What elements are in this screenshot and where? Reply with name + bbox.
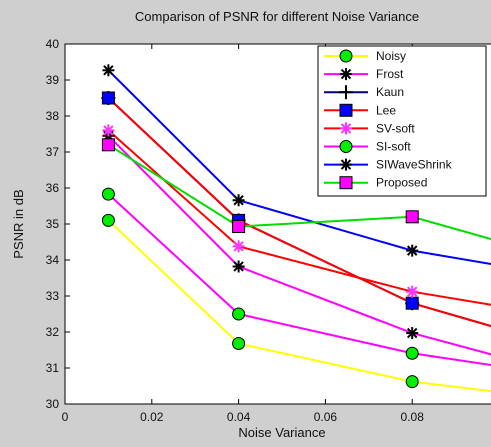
data-point — [340, 177, 352, 189]
legend: Noisy Frost Kaun Lee SV-soft SI-soft SIWaveShr… — [318, 46, 486, 196]
data-point — [102, 139, 114, 151]
data-point — [233, 194, 245, 206]
y-tick-label: 37 — [46, 145, 60, 159]
data-point — [340, 68, 352, 80]
data-point — [233, 221, 245, 233]
x-tick-label: 0.06 — [314, 410, 338, 424]
circle-marker — [340, 141, 352, 153]
y-tick-label: 33 — [46, 289, 60, 303]
square-marker — [406, 297, 418, 309]
chart-title: Comparison of PSNR for different Noise V… — [135, 9, 419, 24]
y-tick-label: 35 — [46, 217, 60, 231]
legend-label: Noisy — [376, 49, 406, 63]
data-point — [406, 376, 418, 388]
data-point — [102, 92, 114, 104]
x-axis-label: Noise Variance — [238, 425, 325, 440]
data-point — [406, 297, 418, 309]
data-point — [340, 104, 352, 116]
y-tick-label: 30 — [46, 397, 60, 411]
data-point — [340, 122, 352, 134]
y-tick-label: 36 — [46, 181, 60, 195]
legend-label: SIWaveShrink — [376, 158, 453, 172]
data-point — [340, 141, 352, 153]
x-tick-label: 0 — [62, 410, 69, 424]
data-point — [406, 347, 418, 359]
data-point — [102, 64, 114, 76]
x-tick-label: 0.02 — [140, 410, 164, 424]
data-point — [102, 214, 114, 226]
square-marker — [340, 104, 352, 116]
data-point — [406, 327, 418, 339]
data-point — [233, 240, 245, 252]
square-marker — [102, 92, 114, 104]
y-axis-label: PSNR in dB — [11, 189, 26, 258]
data-point — [102, 188, 114, 200]
legend-label: Frost — [376, 67, 404, 81]
data-point — [233, 338, 245, 350]
data-point — [406, 245, 418, 257]
square-marker — [233, 221, 245, 233]
legend-label: Lee — [376, 103, 396, 117]
y-tick-label: 31 — [46, 361, 60, 375]
circle-marker — [233, 338, 245, 350]
data-point — [233, 308, 245, 320]
square-marker — [102, 139, 114, 151]
data-point — [102, 124, 114, 136]
x-tick-label: 0.08 — [401, 410, 425, 424]
legend-label: Proposed — [376, 176, 427, 190]
y-tick-label: 38 — [46, 109, 60, 123]
x-tick-label: 0.04 — [227, 410, 251, 424]
circle-marker — [102, 188, 114, 200]
legend-label: SV-soft — [376, 121, 415, 135]
circle-marker — [233, 308, 245, 320]
legend-label: Kaun — [376, 85, 404, 99]
data-point — [233, 260, 245, 272]
square-marker — [406, 211, 418, 223]
legend-label: SI-soft — [376, 140, 411, 154]
y-tick-label: 40 — [46, 37, 60, 51]
y-tick-label: 32 — [46, 325, 60, 339]
y-tick-label: 34 — [46, 253, 60, 267]
data-point — [406, 286, 418, 298]
circle-marker — [406, 376, 418, 388]
circle-marker — [102, 214, 114, 226]
data-point — [340, 50, 352, 62]
y-tick-label: 39 — [46, 73, 60, 87]
circle-marker — [340, 50, 352, 62]
data-point — [406, 211, 418, 223]
circle-marker — [406, 347, 418, 359]
data-point — [340, 159, 352, 171]
square-marker — [340, 177, 352, 189]
